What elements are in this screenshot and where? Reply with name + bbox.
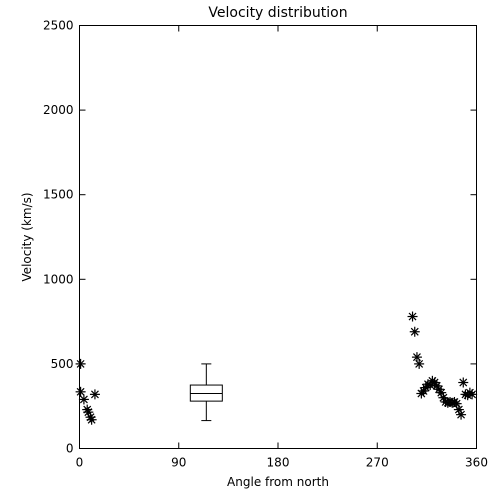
chart-title: Velocity distribution [208,5,347,21]
asterisk-stroke [437,388,446,397]
asterisk-stroke [408,312,417,321]
data-point [86,414,97,425]
asterisk-stroke [90,390,99,399]
data-point [89,389,100,400]
data-point [75,386,86,397]
asterisk-stroke [412,353,421,362]
y-tick-label: 0 [66,442,74,456]
x-tick-label: 0 [76,456,84,470]
asterisk-stroke [454,405,463,414]
data-point [409,326,420,337]
asterisk-stroke [84,408,93,417]
y-tick-label: 2000 [43,103,74,117]
asterisk-stroke [76,359,85,368]
y-axis-label: Velocity (km/s) [20,192,34,281]
data-point [458,377,469,388]
asterisk-stroke [435,385,443,394]
data-point [467,389,478,400]
x-tick-label: 90 [171,456,186,470]
x-tick-label: 180 [267,456,290,470]
y-tick-label: 2500 [43,19,74,33]
asterisk-stroke [457,410,466,419]
asterisk-stroke [76,387,85,396]
asterisk-stroke [415,359,424,368]
asterisk-stroke [468,390,477,399]
axis-ticks [79,25,477,449]
data-points [75,311,478,425]
asterisk-stroke [87,415,96,424]
data-point [456,409,467,420]
plot-frame [79,25,477,449]
asterisk-stroke [439,393,448,402]
asterisk-stroke [459,378,468,387]
x-tick-label: 270 [366,456,389,470]
x-axis-label: Angle from north [227,475,329,489]
y-tick-label: 500 [51,357,74,371]
y-tick-label: 1500 [43,188,74,202]
y-tick-label: 1000 [43,272,74,286]
asterisk-stroke [410,327,419,336]
asterisk-stroke [452,399,461,408]
asterisk-stroke [430,378,439,387]
tick-labels: 0 90 180 270 360 0 500 1000 1500 2000 2500 [43,19,488,470]
data-point [75,358,86,369]
data-point [434,384,445,395]
x-tick-label: 360 [465,456,488,470]
asterisk-stroke [79,395,88,404]
data-point [411,352,422,363]
asterisk-stroke [432,381,441,390]
data-point [83,407,94,418]
data-point [407,311,418,322]
data-point [78,394,89,405]
boxplot [189,363,223,422]
data-point [414,358,425,369]
